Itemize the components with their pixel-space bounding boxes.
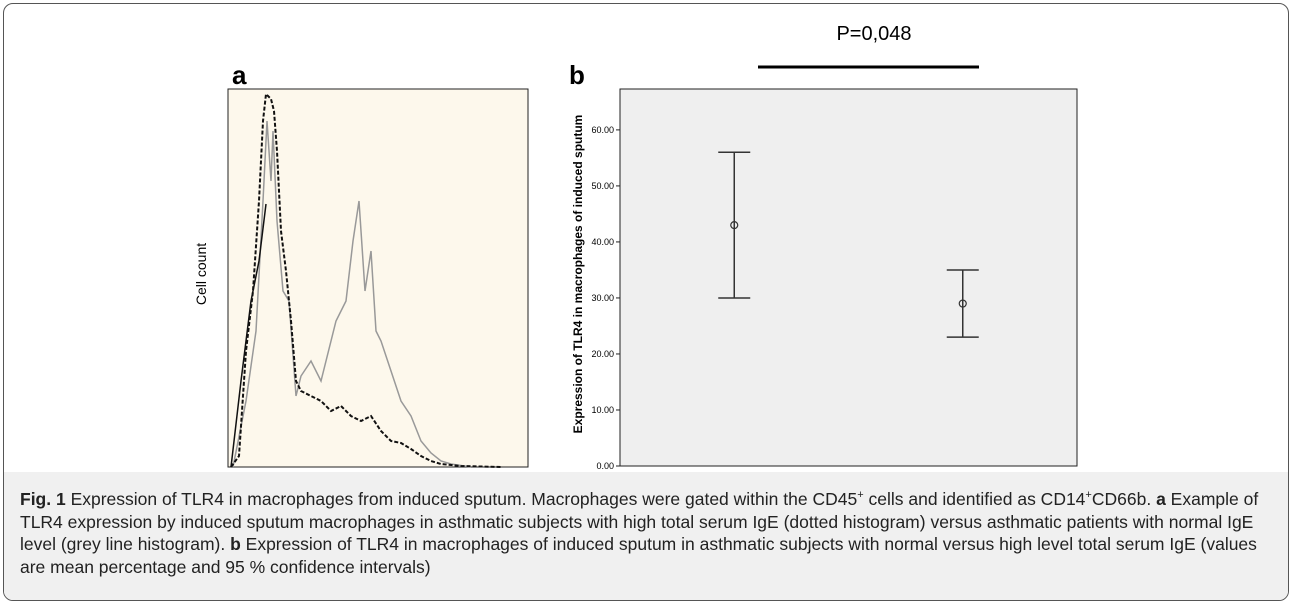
figure: a Cell count b P=0,048 Expression of TLR4 … (193, 23, 1078, 471)
y-tick-label: 30.00 (591, 293, 614, 303)
caption-text: Expression of TLR4 in macrophages of ind… (20, 534, 1257, 577)
y-tick-label: 0.00 (596, 461, 614, 471)
mean-marker (958, 299, 967, 308)
y-axis-label: Cell count (193, 243, 209, 305)
grey-histogram (232, 120, 472, 468)
y-tick-label: 40.00 (591, 237, 614, 247)
caption-text: Expression of TLR4 in macrophages from i… (65, 489, 858, 509)
caption-text: cells and identified as CD14 (863, 489, 1086, 509)
histogram-frame (227, 88, 529, 468)
y-tick-label: 20.00 (591, 349, 614, 359)
bold-text: Fig. 1 (20, 489, 66, 509)
panel-label: b (569, 60, 585, 90)
superscript: + (857, 489, 864, 502)
plot-frame (619, 88, 1078, 467)
superscript: + (1085, 489, 1092, 502)
y-tick-label: 50.00 (591, 181, 614, 191)
caption: Fig. 1 Expression of TLR4 in macrophages… (4, 472, 1288, 600)
dotted-histogram (230, 91, 502, 468)
y-tick-label: 60.00 (591, 125, 614, 135)
caption-text: CD66b. (1091, 489, 1157, 509)
bold-text: a (1156, 489, 1166, 509)
bold-text: b (230, 534, 241, 555)
y-axis-label: Expression of TLR4 in macrophages of ind… (571, 115, 585, 434)
caption-text: Example of TLR4 expression by induced sp… (20, 489, 1259, 555)
mean-marker (730, 221, 739, 230)
annotation: P=0,048 (836, 23, 911, 45)
figure-frame: a Cell count b P=0,048 Expression of TLR4 … (3, 3, 1289, 601)
solid-histogram (230, 203, 267, 468)
panel-label: a (232, 60, 247, 90)
y-tick-label: 10.00 (591, 405, 614, 415)
